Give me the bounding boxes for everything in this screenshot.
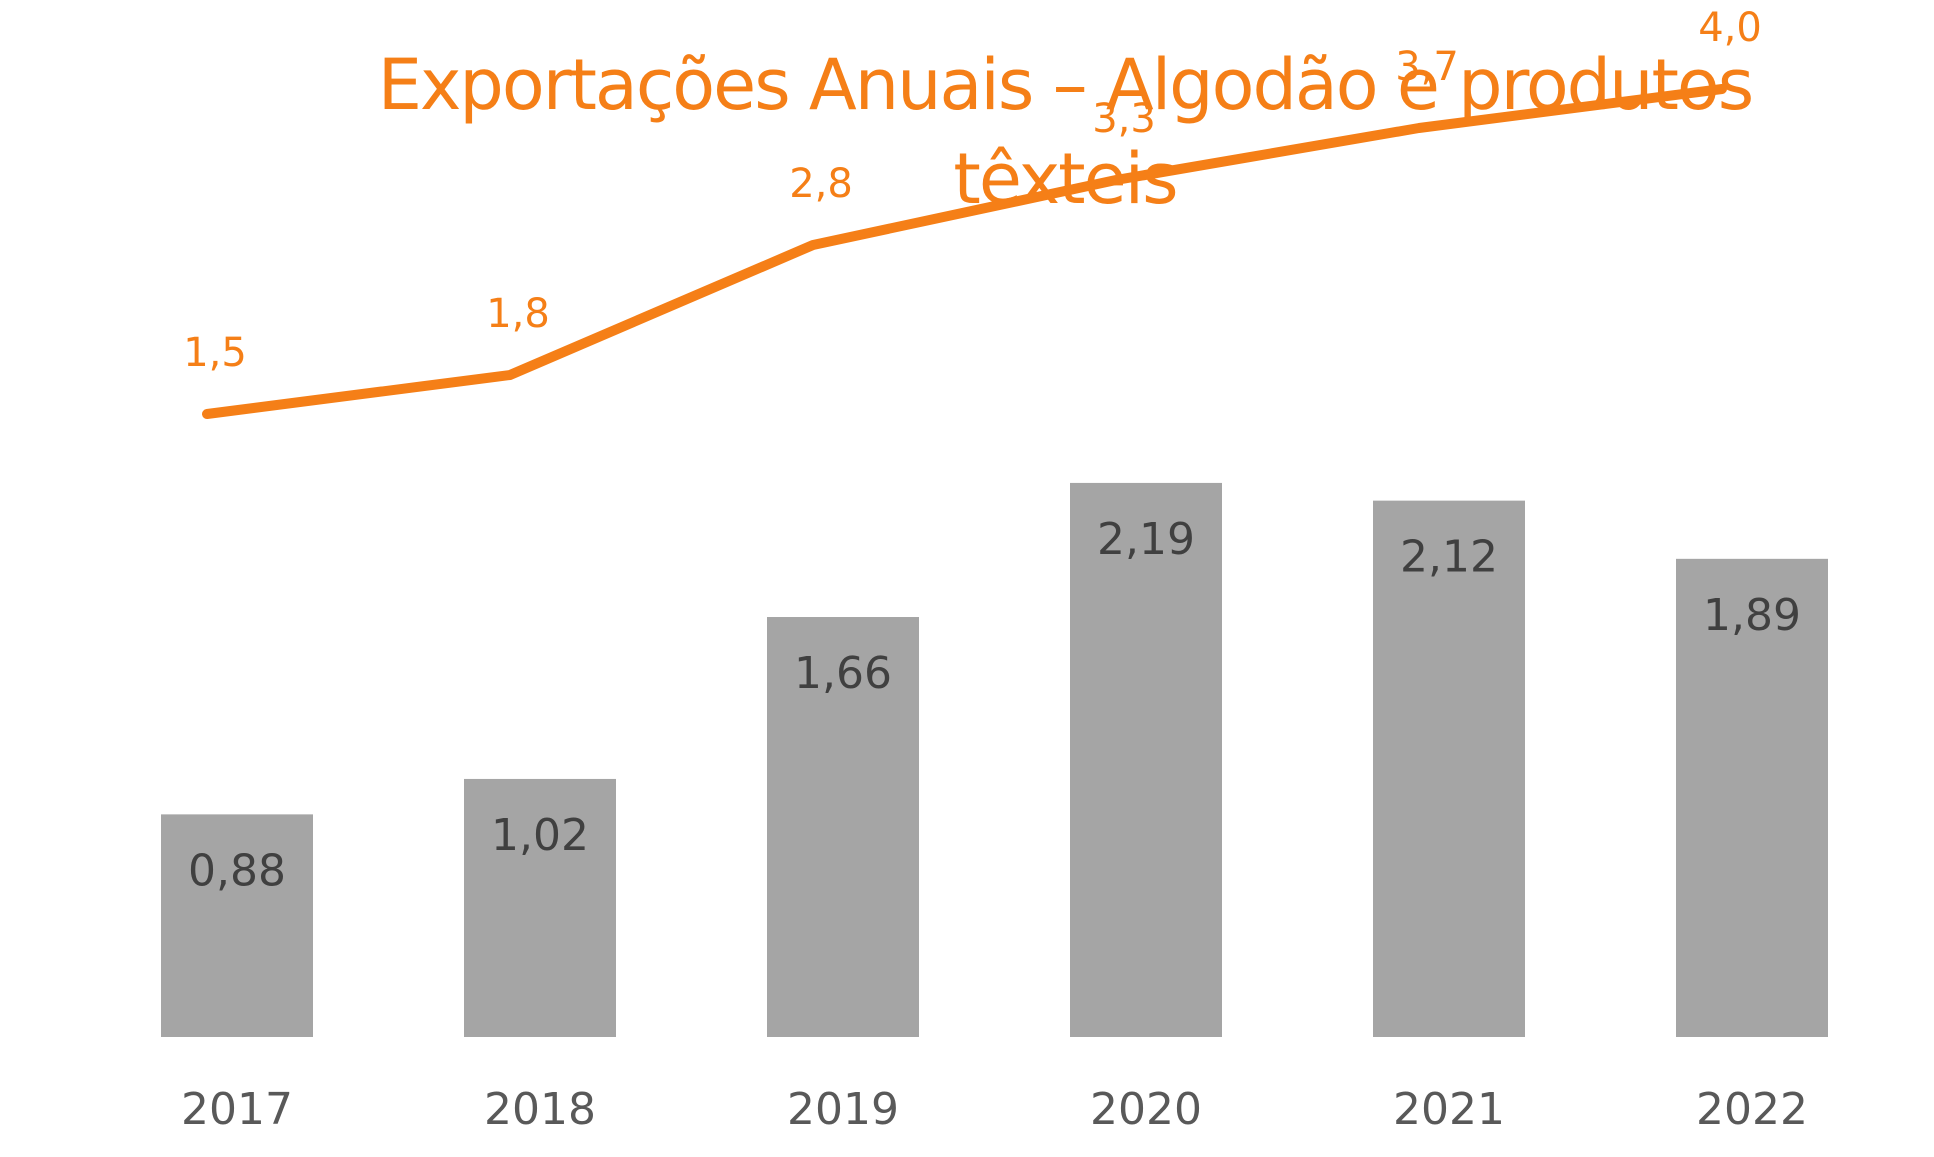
x-axis-tick-labels: 2017 2018 2019 2020 2021 2022 [181,1084,1808,1135]
bar-label-2022: 1,89 [1703,590,1801,641]
bar-2022 [1676,558,1828,1037]
x-tick-2018: 2018 [484,1084,596,1135]
bar-2017 [161,814,313,1037]
bar-label-2017: 0,88 [188,845,286,896]
bar-2020 [1070,482,1222,1037]
line-series [202,84,1727,419]
x-tick-2019: 2019 [787,1084,899,1135]
bar-label-2021: 2,12 [1400,532,1498,583]
x-tick-2017: 2017 [181,1084,293,1135]
bar-label-2019: 1,66 [794,648,892,699]
line-label-2017: 1,5 [183,330,247,376]
x-tick-2022: 2022 [1696,1084,1808,1135]
line-label-2020: 3,3 [1092,96,1156,142]
bar-2021 [1373,500,1525,1037]
line-label-2019: 2,8 [789,161,853,207]
line-path [202,84,1727,419]
x-tick-2021: 2021 [1393,1084,1505,1135]
x-tick-2020: 2020 [1090,1084,1202,1135]
bar-2019 [767,617,919,1037]
bar-label-2020: 2,19 [1097,514,1195,565]
bar-series [161,482,1828,1037]
line-label-2022: 4,0 [1698,5,1762,51]
line-label-2021: 3,7 [1395,44,1459,90]
line-data-labels: 1,5 1,8 2,8 3,3 3,7 4,0 [183,5,1762,376]
bar-label-2018: 1,02 [491,810,589,861]
bar-data-labels: 0,88 1,02 1,66 2,19 2,12 1,89 [188,514,1801,896]
bar-2018 [464,778,616,1037]
line-label-2018: 1,8 [486,291,550,337]
